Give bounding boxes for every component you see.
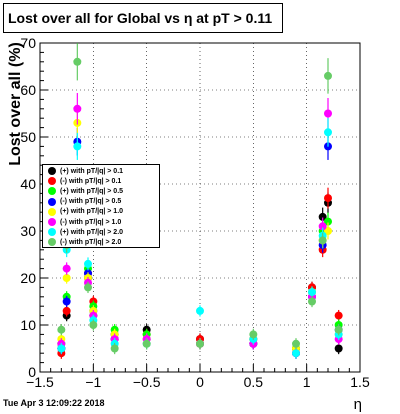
legend-item: (+) with pT/|q| > 2.0 xyxy=(46,227,156,237)
data-point xyxy=(324,128,332,137)
data-point xyxy=(334,344,343,353)
y-tick-label: 70 xyxy=(20,35,36,51)
data-point xyxy=(84,259,92,268)
data-point xyxy=(73,104,82,113)
data-point xyxy=(62,264,71,273)
legend-label: (-) with pT/|q| > 0.1 xyxy=(60,177,122,185)
data-point xyxy=(324,194,332,203)
legend-marker xyxy=(48,238,56,247)
legend-label: (+) with pT/|q| > 0.5 xyxy=(60,187,124,195)
x-tick-label: −1 xyxy=(85,374,101,390)
data-point xyxy=(57,325,66,334)
legend-item: (+) with pT/|q| > 1.0 xyxy=(46,207,156,217)
legend-marker xyxy=(48,228,56,237)
data-point xyxy=(334,325,343,334)
legend-label: (-) with pT/|q| > 2.0 xyxy=(60,238,122,246)
timestamp: Tue Apr 3 12:09:22 2018 xyxy=(3,398,105,408)
data-point xyxy=(84,283,92,292)
legend-item: (-) with pT/|q| > 0.5 xyxy=(46,197,156,207)
x-tick-label: −0.5 xyxy=(133,374,161,390)
x-tick-label: 1 xyxy=(303,374,311,390)
data-point xyxy=(110,344,119,353)
data-point xyxy=(324,71,332,80)
data-point xyxy=(73,57,82,66)
data-point xyxy=(196,306,204,315)
data-point xyxy=(73,142,82,151)
x-tick-label: 0.5 xyxy=(244,374,264,390)
legend-label: (-) with pT/|q| > 0.5 xyxy=(60,198,122,206)
legend-label: (-) with pT/|q| > 1.0 xyxy=(60,218,122,226)
legend-item: (-) with pT/|q| > 0.1 xyxy=(46,176,156,186)
data-point xyxy=(324,217,332,226)
legend-marker xyxy=(48,187,56,196)
legend-label: (+) with pT/|q| > 2.0 xyxy=(60,228,124,236)
x-tick-label: −1.5 xyxy=(26,374,54,390)
data-point xyxy=(308,297,316,306)
y-tick-label: 10 xyxy=(20,317,36,333)
y-tick-label: 30 xyxy=(20,223,36,239)
x-tick-label: 1.5 xyxy=(350,374,370,390)
legend-label: (+) with pT/|q| > 0.1 xyxy=(60,167,124,175)
legend-label: (+) with pT/|q| > 1.0 xyxy=(60,208,124,216)
legend-marker xyxy=(48,207,56,216)
data-point xyxy=(249,330,258,339)
data-point xyxy=(142,339,151,348)
data-point xyxy=(62,274,71,282)
y-tick-label: 50 xyxy=(20,129,36,145)
y-tick-label: 20 xyxy=(20,270,36,286)
chart-title: Lost over all for Global vs η at pT > 0.… xyxy=(3,3,283,33)
data-point xyxy=(318,236,327,245)
data-point xyxy=(324,109,332,118)
x-tick-label: 0 xyxy=(196,374,204,390)
x-axis-label: η xyxy=(353,396,362,413)
data-point xyxy=(334,311,343,320)
y-tick-label: 40 xyxy=(20,176,36,192)
y-tick-label: 60 xyxy=(20,82,36,98)
data-point xyxy=(292,349,300,358)
data-point xyxy=(62,297,71,306)
legend-item: (-) with pT/|q| > 2.0 xyxy=(46,237,156,247)
data-point xyxy=(196,339,204,348)
data-point xyxy=(292,339,300,348)
data-point xyxy=(57,344,66,353)
data-point xyxy=(318,222,327,231)
data-point xyxy=(324,227,332,235)
legend: (+) with pT/|q| > 0.1 (-) with pT/|q| > … xyxy=(42,164,160,248)
legend-item: (+) with pT/|q| > 0.5 xyxy=(46,186,156,196)
legend-marker xyxy=(48,167,56,176)
data-point xyxy=(318,212,327,221)
data-point xyxy=(62,306,71,315)
legend-item: (-) with pT/|q| > 1.0 xyxy=(46,217,156,227)
data-point xyxy=(89,321,98,329)
legend-item: (+) with pT/|q| > 0.1 xyxy=(46,166,156,176)
legend-marker xyxy=(48,197,56,206)
y-tick-label: 0 xyxy=(28,364,36,380)
legend-marker xyxy=(48,177,56,186)
y-axis-label: Lost over all (%) xyxy=(7,42,24,166)
legend-marker xyxy=(48,218,56,227)
data-point xyxy=(308,288,316,297)
